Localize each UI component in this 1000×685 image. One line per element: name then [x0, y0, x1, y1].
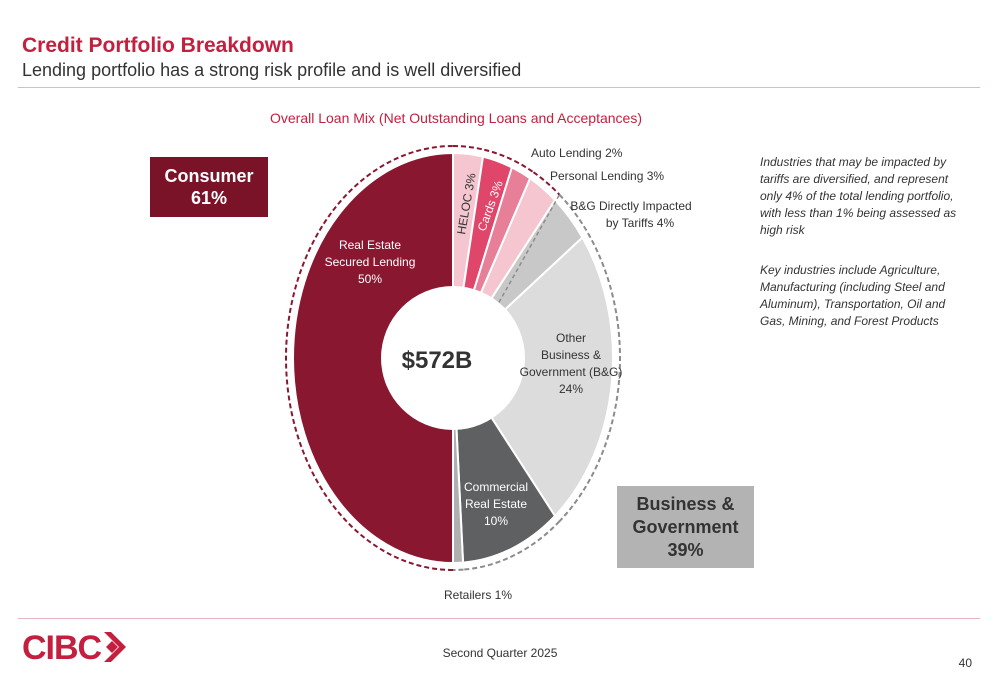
label-other-bg-line2: Business & [541, 348, 601, 362]
label-retailers: Retailers 1% [444, 588, 512, 602]
label-other-bg-line4: 24% [559, 382, 583, 396]
header-divider [18, 87, 980, 88]
pie-slice-real-estate-secured-lending [292, 151, 454, 565]
label-other-bg-line1: Other [556, 331, 586, 345]
chart-title: Overall Loan Mix (Net Outstanding Loans … [270, 110, 642, 126]
tariff-impact-note: Industries that may be impacted by tarif… [760, 155, 957, 237]
cibc-logo-chevron-icon [104, 632, 126, 662]
cibc-logo-wordmark: CIBC [22, 629, 102, 667]
label-personal-lending: Personal Lending 3% [550, 169, 664, 183]
center-total-label: $572B [402, 347, 473, 374]
business-group-name-line2: Government [632, 516, 739, 537]
business-government-group-callout: Business & Government 39% [617, 486, 754, 568]
business-group-percent: 39% [667, 539, 704, 560]
label-cre-line2: Real Estate [465, 497, 527, 511]
cibc-logo: CIBC [22, 629, 126, 667]
label-cre-line1: Commercial [464, 480, 528, 494]
business-group-name-line1: Business & [636, 493, 735, 514]
consumer-group-percent: 61% [190, 188, 228, 208]
page-number: 40 [958, 656, 972, 670]
label-auto-lending: Auto Lending 2% [531, 146, 623, 160]
group-outline-consumer-4 [285, 145, 454, 571]
footer-divider [18, 618, 980, 619]
group-outline-business-government-0 [558, 193, 589, 234]
group-outline-business-government-2 [463, 520, 561, 571]
label-resl-line1: Real Estate [339, 238, 401, 252]
group-outline-business-government-1 [558, 232, 621, 523]
group-outline-consumer-2 [514, 159, 535, 174]
group-outline-consumer-1 [484, 148, 515, 162]
cibc-logo-diamond-icon [106, 641, 118, 653]
label-resl-line3: 50% [358, 272, 382, 286]
pie-slice-other-business-government-b-g [451, 235, 614, 518]
page-subtitle: Lending portfolio has a strong risk prof… [22, 60, 522, 80]
key-industries-note: Key industries include Agriculture, Manu… [760, 263, 946, 328]
group-outline-consumer-0 [452, 145, 485, 151]
page-title: Credit Portfolio Breakdown [22, 34, 294, 57]
label-other-bg-line3: Government (B&G) [520, 365, 623, 379]
pie-center-hole [381, 286, 525, 430]
label-tariffs-line1: B&G Directly Impacted [570, 199, 691, 213]
group-outline-consumer-3 [532, 171, 561, 196]
consumer-group-name: Consumer [164, 166, 254, 186]
label-tariffs-line2: by Tariffs 4% [606, 216, 675, 230]
consumer-group-callout: Consumer 61% [150, 157, 268, 217]
label-cre-line3: 10% [484, 514, 508, 528]
footer-quarter: Second Quarter 2025 [442, 646, 558, 660]
label-resl-line2: Secured Lending [325, 255, 416, 269]
